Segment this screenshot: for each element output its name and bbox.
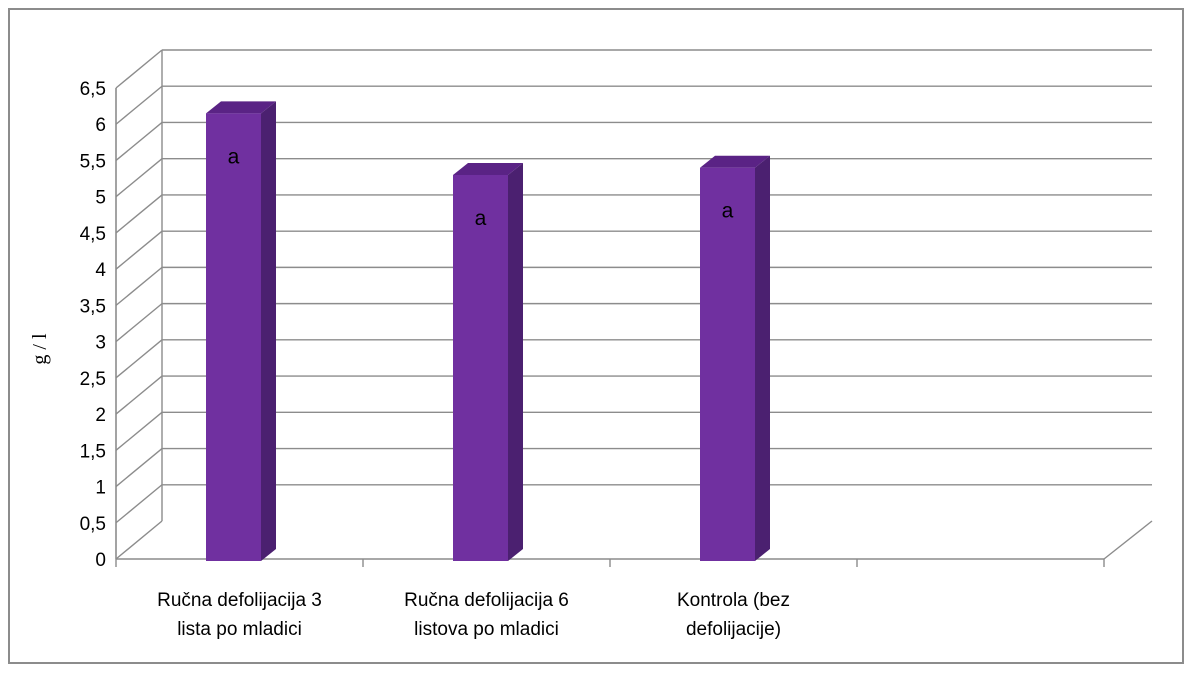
y-tick-label: 1,5 <box>80 441 106 462</box>
data-label: a <box>228 145 240 168</box>
y-tick-label: 6,5 <box>80 79 106 100</box>
bars <box>206 101 770 561</box>
y-tick-label: 0 <box>95 550 106 571</box>
data-label: a <box>722 200 734 223</box>
category-label: Kontrola (bez <box>677 590 790 611</box>
gridline-depth <box>115 411 163 451</box>
y-tick-label: 2,5 <box>80 369 106 390</box>
labels: 0 0,5 1 1,5 2 2,5 3 3,5 4 4,5 5 5,5 6 6,5 a Ručna defol… <box>80 79 790 640</box>
y-tick-label: 3,5 <box>80 296 106 317</box>
gridline-depth <box>115 339 163 379</box>
gridline-depth <box>115 484 163 524</box>
bar <box>453 174 508 561</box>
bar <box>206 113 261 561</box>
gridline-depth <box>115 230 163 270</box>
category-label: defolijacije) <box>686 619 781 640</box>
floor-edge <box>1103 520 1153 560</box>
gridline-depth <box>115 194 163 234</box>
bar-top <box>453 162 523 175</box>
y-tick-label: 6 <box>95 115 106 136</box>
gridlines <box>115 49 1152 560</box>
bar <box>700 167 755 561</box>
y-tick-label: 0,5 <box>80 514 106 535</box>
chart-frame: 0 0,5 1 1,5 2 2,5 3 3,5 4 4,5 5 5,5 6 6,5 a Ručna defol… <box>8 8 1184 664</box>
category-label: lista po mladici <box>177 619 302 640</box>
axes <box>115 50 1153 567</box>
y-axis-label: g / l <box>29 333 51 365</box>
gridline-depth <box>115 158 163 198</box>
gridline-depth <box>115 520 163 560</box>
gridline-depth <box>115 303 163 343</box>
y-tick-label: 5,5 <box>80 151 106 172</box>
y-tick-label: 4 <box>95 260 106 281</box>
bar-chart: 0 0,5 1 1,5 2 2,5 3 3,5 4 4,5 5 5,5 6 6,5 a Ručna defol… <box>29 49 1153 640</box>
bar-top <box>700 155 770 168</box>
bar-side <box>508 162 523 561</box>
category-label: listova po mladici <box>414 619 559 640</box>
bar-side <box>261 101 276 561</box>
category-label: Ručna defolijacija 3 <box>157 590 322 611</box>
y-tick-label: 1 <box>95 478 106 499</box>
data-label: a <box>475 207 487 230</box>
bar-side <box>755 155 770 561</box>
y-tick-label: 4,5 <box>80 224 106 245</box>
gridline-depth <box>115 447 163 488</box>
bar-top <box>206 101 276 114</box>
gridline-depth <box>115 121 163 162</box>
gridline-depth <box>115 266 163 306</box>
y-tick-label: 2 <box>95 405 106 426</box>
gridline-depth <box>115 49 163 89</box>
gridline-depth <box>115 85 163 125</box>
y-tick-label: 5 <box>95 188 106 209</box>
category-label: Ručna defolijacija 6 <box>404 590 569 611</box>
y-tick-label: 3 <box>95 333 106 354</box>
gridline-depth <box>115 375 163 415</box>
